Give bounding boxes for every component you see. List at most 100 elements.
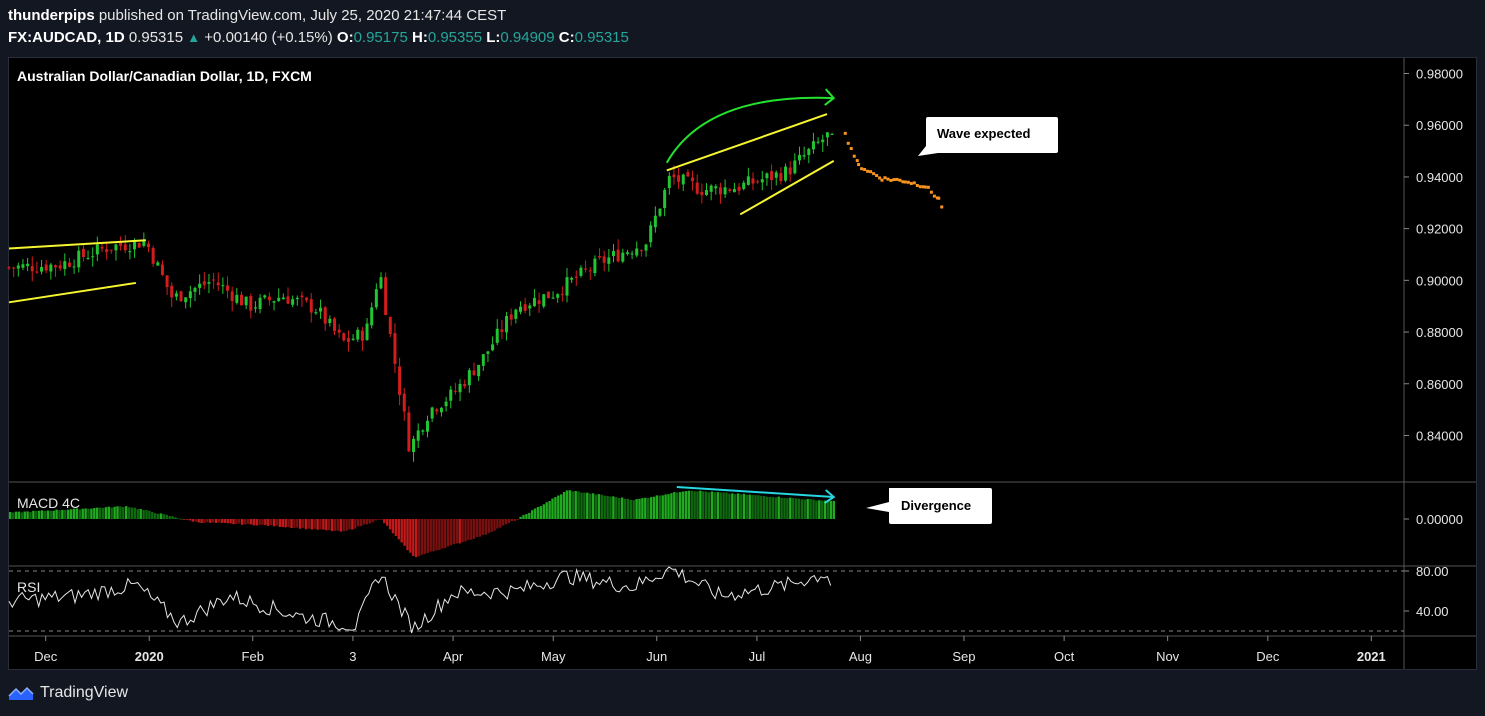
tradingview-logo[interactable]: TradingView	[8, 682, 128, 704]
macd-bar	[441, 519, 444, 549]
candle-body	[574, 276, 578, 278]
author-name[interactable]: thunderpips	[8, 7, 95, 24]
macd-bar	[258, 519, 261, 525]
macd-bar	[20, 512, 23, 519]
candle-body	[653, 215, 657, 228]
candle-body	[588, 270, 592, 272]
macd-bar	[148, 510, 151, 519]
candle-body	[58, 265, 62, 269]
macd-bar	[757, 495, 760, 519]
candle-body	[351, 338, 355, 340]
macd-bar	[417, 519, 421, 557]
macd-bar	[322, 519, 325, 530]
macd-bar	[232, 519, 235, 525]
macd-bar	[725, 492, 728, 519]
projection-step	[846, 141, 850, 145]
candle-body	[439, 407, 443, 413]
candle-body	[718, 187, 722, 195]
divergence-label: Divergence	[901, 498, 971, 513]
macd-bar	[110, 507, 113, 519]
candle-body	[184, 297, 188, 303]
macd-bar	[684, 491, 688, 519]
candle-body	[426, 420, 429, 432]
macd-bar	[522, 515, 525, 519]
macd-bar	[751, 495, 754, 519]
macd-bar	[705, 491, 708, 519]
candle-body	[342, 333, 346, 341]
symbol-info: FX:AUDCAD, 1D 0.95315 ▲ +0.00140 (+0.15%…	[8, 29, 629, 46]
candle-body	[151, 247, 155, 264]
candle-body	[612, 251, 615, 257]
low-label: L:	[486, 29, 501, 46]
candle-body	[156, 262, 160, 266]
macd-bar	[96, 507, 99, 519]
candle-body	[165, 275, 169, 288]
projection-step	[923, 185, 927, 189]
macd-bar	[61, 509, 64, 519]
candle-body	[133, 240, 137, 250]
macd-bar	[670, 493, 673, 519]
time-tick-label: Dec	[1256, 649, 1280, 664]
macd-bar	[354, 519, 357, 529]
macd-bar	[655, 495, 659, 519]
macd-bar	[243, 519, 247, 525]
macd-bar	[336, 519, 340, 531]
macd-bar	[516, 519, 519, 520]
macd-bar	[78, 509, 81, 519]
candle-body	[365, 323, 369, 341]
candle-body	[179, 291, 183, 302]
candle-body	[174, 293, 178, 297]
macd-bar	[351, 519, 354, 530]
candle-body	[658, 208, 662, 216]
macd-bar	[600, 494, 603, 519]
candle-body	[798, 154, 801, 161]
candle-body	[449, 389, 453, 401]
candle-body	[714, 186, 718, 189]
candle-body	[672, 174, 676, 178]
candle-body	[463, 383, 467, 387]
candle-body	[472, 370, 476, 376]
candle-body	[556, 294, 560, 298]
macd-bar	[214, 519, 218, 523]
candle-body	[95, 244, 99, 255]
candle-body	[639, 250, 643, 252]
time-tick-label: 2021	[1357, 649, 1386, 664]
candle-body	[30, 266, 34, 272]
time-tick-label: Feb	[242, 649, 264, 664]
candle-body	[393, 333, 397, 364]
macd-bar	[754, 495, 757, 519]
price-tick-label: 0.86000	[1416, 377, 1463, 392]
candle-body	[91, 256, 95, 258]
macd-bar	[632, 500, 635, 519]
candle-body	[12, 267, 16, 269]
projection-step	[909, 182, 913, 186]
macd-bar	[55, 509, 58, 519]
macd-bar	[420, 519, 424, 555]
candle-body	[374, 289, 378, 308]
macd-bar	[130, 507, 134, 519]
candle-body	[370, 307, 374, 326]
macd-bar	[107, 506, 110, 519]
candle-body	[72, 266, 76, 268]
publish-text: published on TradingView.com, July 25, 2…	[98, 7, 507, 24]
macd-bar	[591, 493, 595, 519]
candle-body	[686, 172, 690, 177]
macd-bar	[792, 498, 795, 519]
candle-body	[630, 253, 634, 255]
macd-bar	[664, 494, 667, 519]
macd-bar	[154, 513, 157, 519]
candle-body	[546, 291, 550, 299]
projection-step	[849, 147, 853, 151]
macd-bar	[832, 500, 835, 519]
price-change: +0.00140 (+0.15%)	[204, 29, 333, 46]
macd-bar	[699, 490, 702, 519]
candle-body	[16, 265, 20, 269]
macd-bar	[484, 519, 487, 535]
macd-bar	[626, 498, 630, 519]
macd-bar	[800, 499, 804, 519]
projection-step	[875, 174, 879, 178]
candle-body	[421, 430, 425, 432]
candle-body	[551, 297, 555, 299]
macd-bar	[557, 495, 560, 519]
